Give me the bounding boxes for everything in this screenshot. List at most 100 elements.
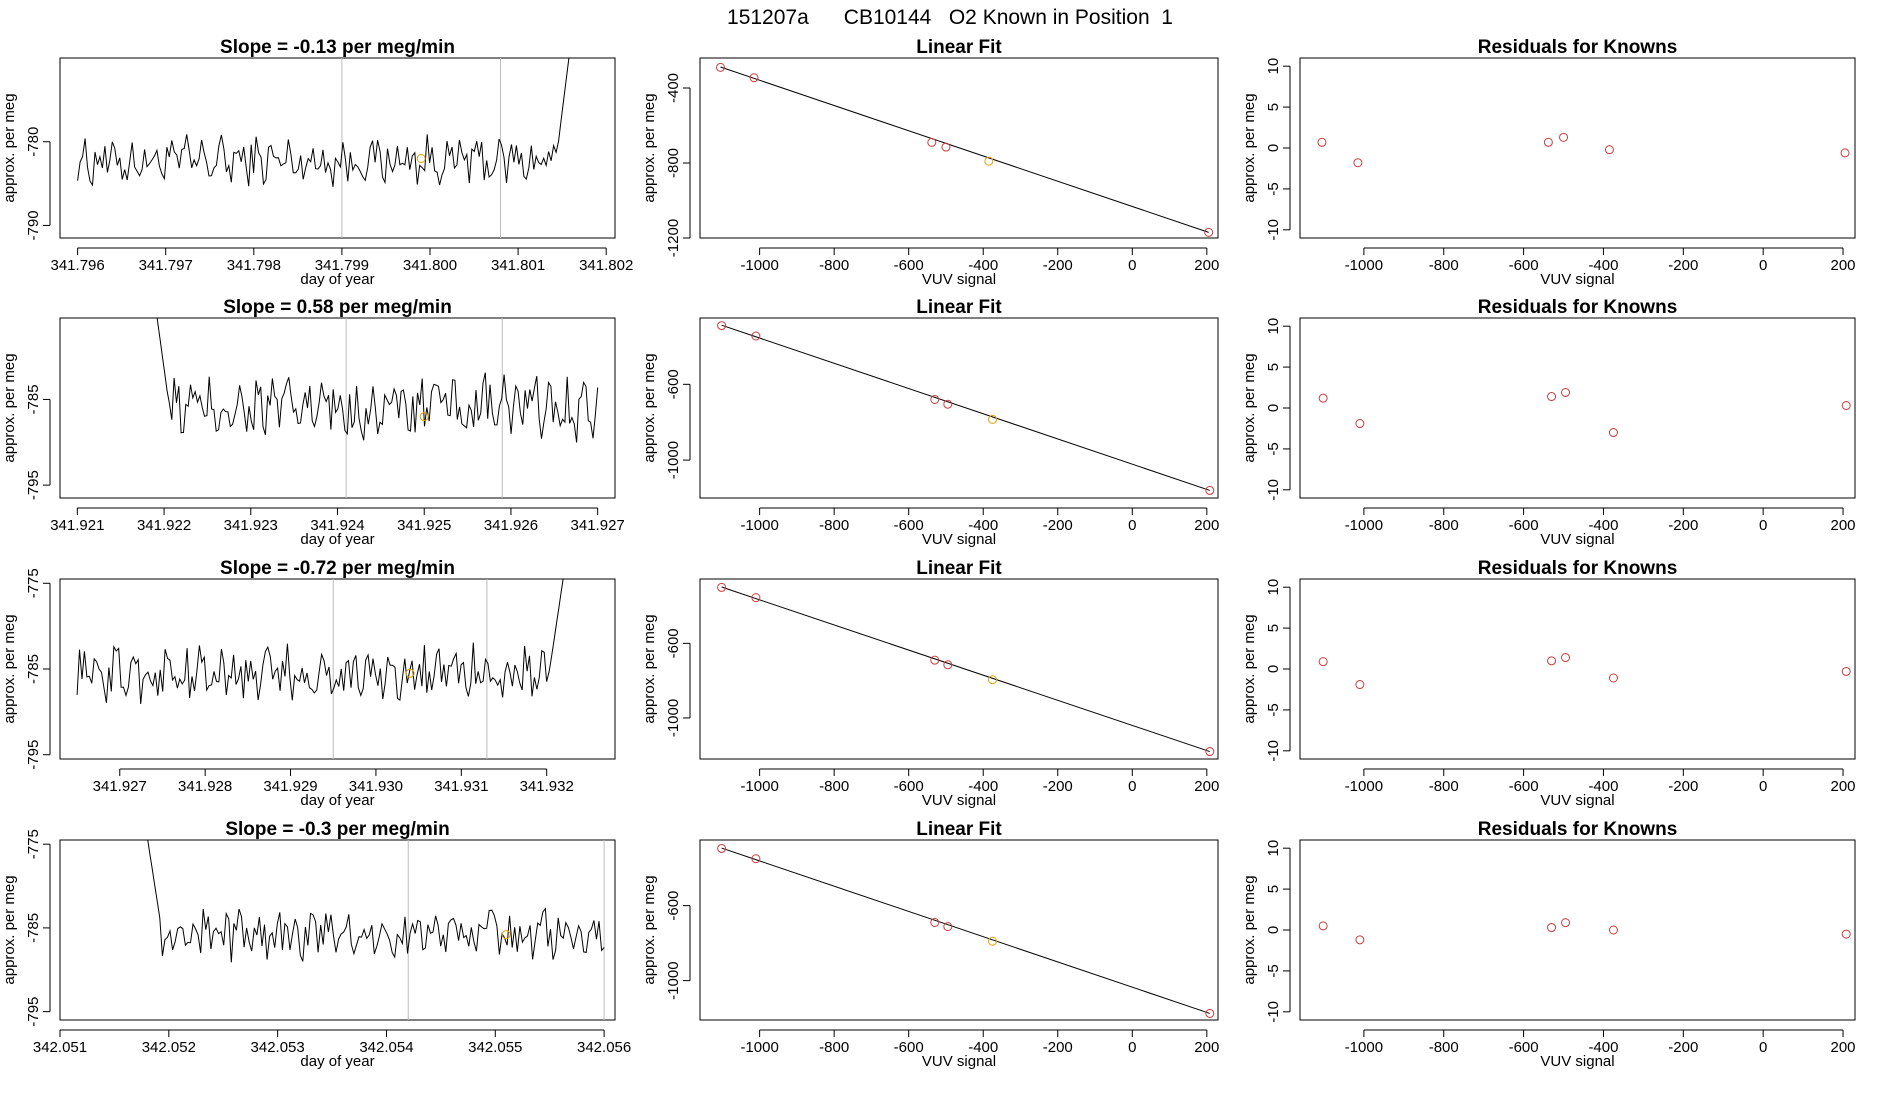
y-tick-label: -5	[1265, 964, 1282, 977]
y-axis-label: approx. per meg	[1241, 93, 1258, 202]
y-tick-label: 10	[1265, 318, 1282, 335]
plot-data	[717, 582, 1215, 757]
x-tick-label: 341.931	[434, 778, 488, 795]
y-tick-label: -1000	[665, 441, 682, 479]
x-tick-label: -600	[1509, 257, 1539, 274]
y-tick-label: -10	[1265, 479, 1282, 501]
panel-title: Slope = -0.72 per meg/min	[220, 558, 455, 579]
data-point	[1547, 656, 1557, 666]
x-tick-label: -600	[894, 1039, 924, 1056]
x-tick-label: -1000	[1345, 778, 1383, 795]
x-tick-label: 0	[1128, 517, 1136, 534]
x-tick-label: -1000	[740, 257, 778, 274]
x-tick-label: 341.930	[349, 778, 403, 795]
known-marker	[405, 668, 415, 678]
x-tick-label: 341.801	[491, 257, 545, 274]
y-tick-label: 0	[1265, 144, 1282, 152]
x-tick-label: -800	[819, 517, 849, 534]
data-point	[988, 414, 998, 424]
x-tick-label: 342.052	[142, 1039, 196, 1056]
x-tick-label: 200	[1831, 778, 1856, 795]
known-marker	[501, 930, 511, 940]
y-axis-label: approx. per meg	[1, 614, 18, 723]
x-tick-label: 341.926	[484, 517, 538, 534]
panel-7: Slope = -0.72 per meg/min day of year appr…	[1, 558, 616, 809]
fit-line	[720, 66, 1209, 233]
data-point	[1355, 680, 1365, 690]
x-tick-label: 200	[1194, 778, 1219, 795]
x-tick-label: -400	[1588, 1039, 1618, 1056]
plot-data	[717, 843, 1215, 1018]
y-axis-label: approx. per meg	[641, 875, 658, 984]
y-axis-label: approx. per meg	[1241, 353, 1258, 462]
panel-title: Linear Fit	[916, 558, 1002, 579]
data-point	[717, 843, 727, 853]
data-point	[943, 399, 953, 409]
x-tick-label: -400	[1588, 257, 1618, 274]
x-axis-label: VUV signal	[1540, 1053, 1614, 1070]
x-axis-label: day of year	[300, 271, 374, 288]
y-tick-label: 0	[1265, 404, 1282, 412]
fit-line	[721, 324, 1210, 491]
panel-12: Residuals for Knowns VUV signal approx. pe…	[1241, 819, 1856, 1070]
x-tick-label: 341.800	[403, 257, 457, 274]
y-tick-label: -785	[25, 913, 42, 943]
x-tick-label: -200	[1668, 1039, 1698, 1056]
x-tick-label: -1000	[740, 517, 778, 534]
y-tick-label: -1000	[665, 699, 682, 737]
y-axis-label: approx. per meg	[1, 875, 18, 984]
data-point	[1355, 419, 1365, 429]
y-tick-label: -10	[1265, 740, 1282, 762]
data-point	[1608, 673, 1618, 683]
x-tick-label: 341.802	[579, 257, 633, 274]
data-point	[930, 655, 940, 665]
y-tick-label: -795	[25, 997, 42, 1027]
x-tick-label: 0	[1128, 257, 1136, 274]
plot-data	[77, 58, 570, 238]
data-point	[1840, 148, 1850, 158]
y-tick-label: -600	[665, 369, 682, 399]
x-tick-label: -1000	[1345, 517, 1383, 534]
y-tick-label: -800	[665, 148, 682, 178]
series-line	[76, 579, 564, 705]
x-tick-label: 200	[1194, 1039, 1219, 1056]
x-tick-label: -200	[1043, 257, 1073, 274]
y-tick-label: -775	[25, 568, 42, 598]
x-tick-label: -800	[819, 778, 849, 795]
data-point	[927, 137, 937, 147]
x-tick-label: 341.925	[397, 517, 451, 534]
x-tick-label: 341.923	[224, 517, 278, 534]
plot-data	[715, 62, 1214, 237]
x-tick-label: -200	[1043, 778, 1073, 795]
plot-frame	[59, 578, 616, 760]
x-tick-label: -1000	[1345, 257, 1383, 274]
x-tick-label: -600	[894, 778, 924, 795]
x-tick-label: 0	[1128, 1039, 1136, 1056]
plot-data	[1317, 132, 1850, 168]
plot-data	[147, 840, 605, 1020]
panel-title: Residuals for Knowns	[1478, 37, 1678, 58]
data-point	[751, 854, 761, 864]
x-tick-label: -400	[1588, 517, 1618, 534]
y-tick-label: -1200	[665, 219, 682, 257]
series-line	[77, 58, 570, 187]
x-axis-label: VUV signal	[1540, 531, 1614, 548]
x-tick-label: -800	[1429, 257, 1459, 274]
x-tick-label: 342.055	[468, 1039, 522, 1056]
figure-title: 151207a CB10144 O2 Known in Position 1	[727, 6, 1173, 29]
x-tick-label: -400	[968, 257, 998, 274]
plot-frame	[59, 317, 616, 499]
y-tick-label: -5	[1265, 182, 1282, 195]
x-tick-label: 341.798	[227, 257, 281, 274]
data-point	[1205, 485, 1215, 495]
data-point	[1561, 387, 1571, 397]
y-axis-label: approx. per meg	[1241, 875, 1258, 984]
plot-data	[717, 321, 1215, 495]
panel-title: Linear Fit	[916, 37, 1002, 58]
x-tick-label: -600	[1509, 778, 1539, 795]
panel-title: Residuals for Knowns	[1478, 819, 1678, 840]
x-tick-label: -1000	[740, 778, 778, 795]
plot-frame	[1299, 578, 1856, 760]
x-tick-label: -1000	[1345, 1039, 1383, 1056]
